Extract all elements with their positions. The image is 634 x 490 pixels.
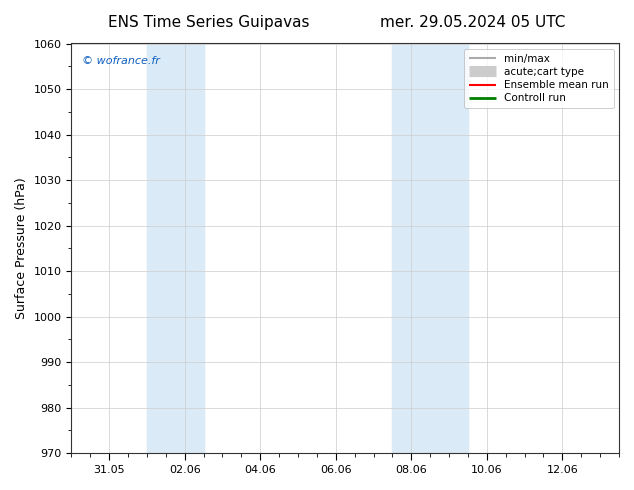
Bar [147, 44, 204, 453]
Text: ENS Time Series Guipavas: ENS Time Series Guipavas [108, 15, 309, 30]
Text: © wofrance.fr: © wofrance.fr [82, 56, 160, 66]
Legend: min/max, acute;cart type, Ensemble mean run, Controll run: min/max, acute;cart type, Ensemble mean … [464, 49, 614, 108]
Bar [392, 44, 468, 453]
Text: mer. 29.05.2024 05 UTC: mer. 29.05.2024 05 UTC [380, 15, 566, 30]
Y-axis label: Surface Pressure (hPa): Surface Pressure (hPa) [15, 177, 28, 319]
